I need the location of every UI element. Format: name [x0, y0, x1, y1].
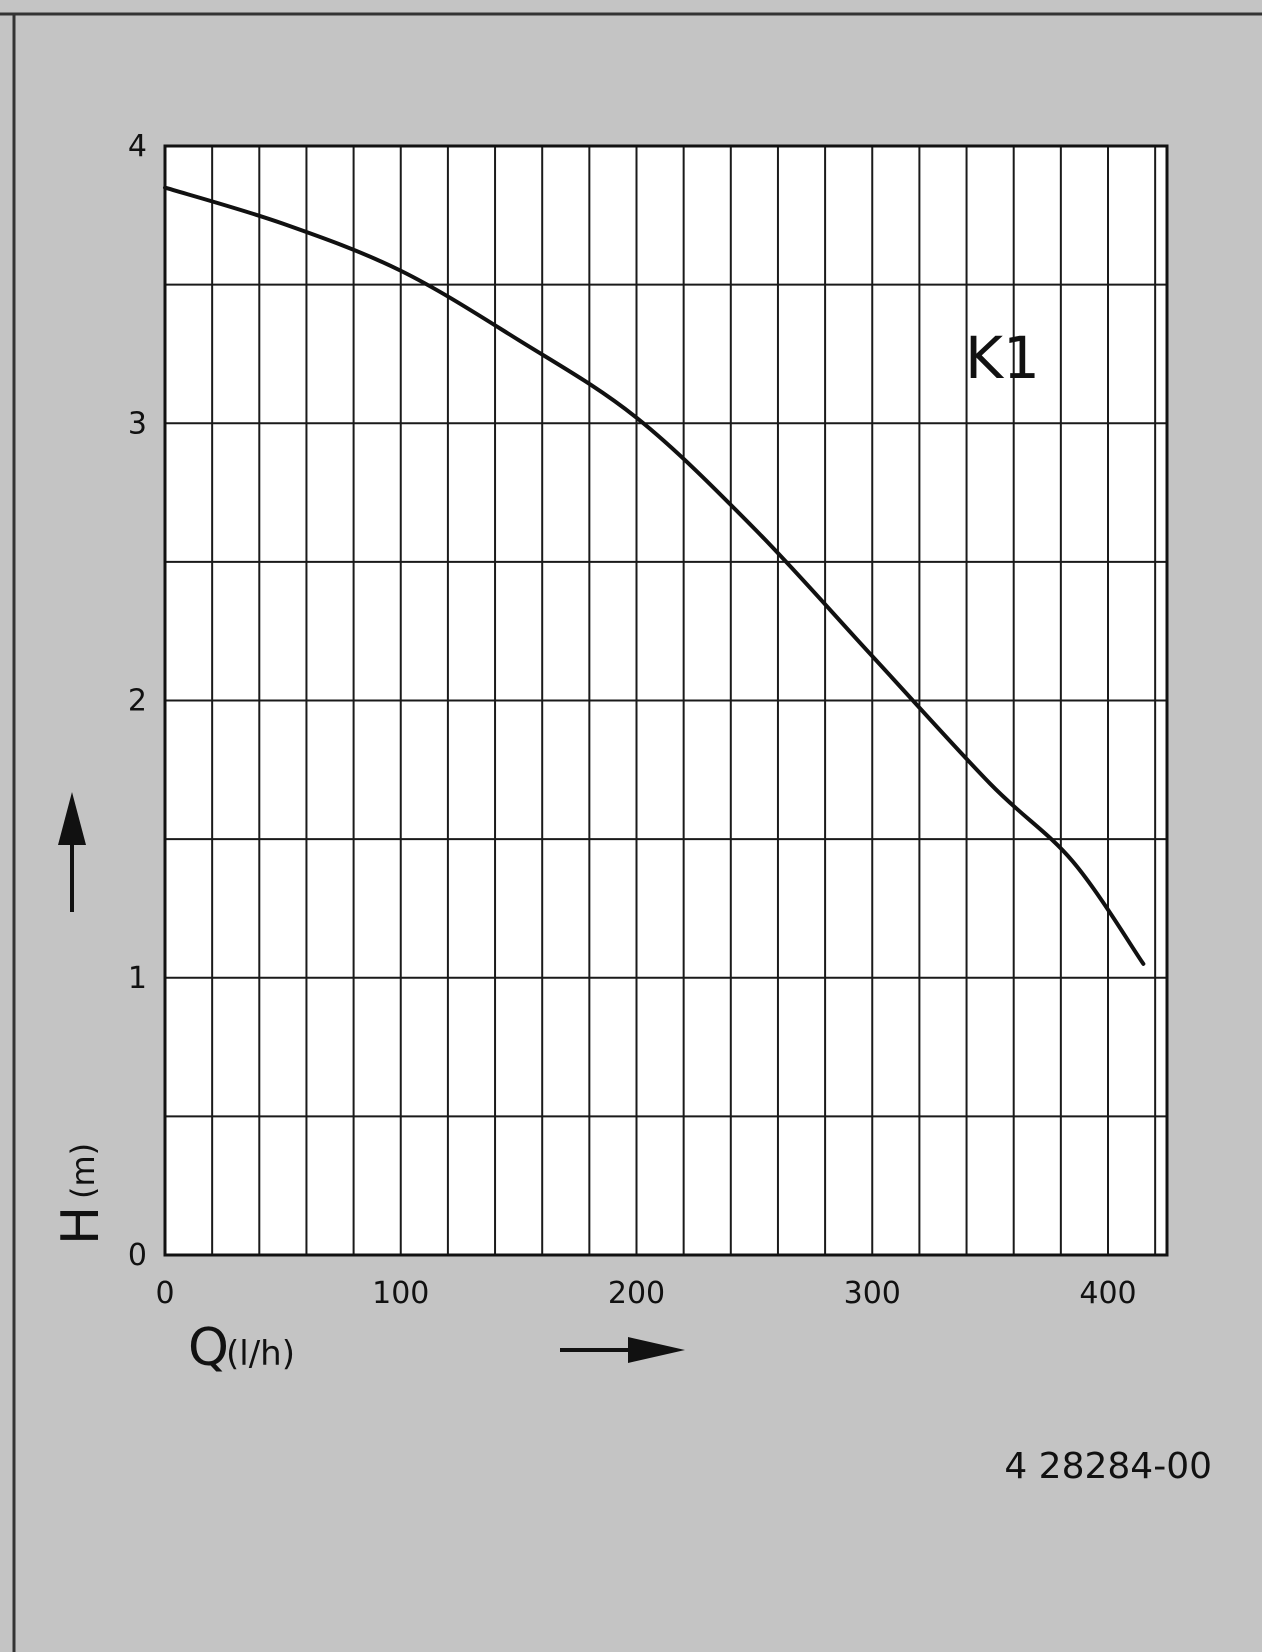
x-tick-labels: 0 100 200 300 400 [155, 1276, 1136, 1311]
y-tick-label: 3 [128, 406, 147, 441]
y-axis-label: H (m) [51, 1143, 111, 1245]
drawing-code: 4 28284-00 [1004, 1446, 1212, 1487]
x-axis-unit: (l/h) [226, 1334, 295, 1374]
x-tick-label: 400 [1079, 1276, 1136, 1311]
x-tick-label: 100 [372, 1276, 429, 1311]
plot-frame [163, 144, 1169, 1257]
y-tick-label: 1 [128, 961, 147, 996]
grid-lines [165, 146, 1167, 1255]
y-axis-symbol: H [51, 1206, 111, 1245]
series-line-k1 [163, 185, 1146, 966]
x-tick-label: 300 [844, 1276, 901, 1311]
y-tick-label: 0 [128, 1238, 147, 1273]
x-axis-arrow [560, 1337, 685, 1363]
y-tick-label: 4 [128, 129, 147, 164]
y-axis-unit: (m) [64, 1143, 102, 1199]
series-label-k1: K1 [965, 324, 1040, 392]
x-tick-label: 200 [608, 1276, 665, 1311]
x-axis-symbol: Q [188, 1318, 229, 1378]
y-tick-label: 2 [128, 684, 147, 719]
x-tick-label: 0 [155, 1276, 174, 1311]
y-axis-arrow [58, 792, 86, 912]
y-tick-labels: 0 1 2 3 4 [128, 129, 147, 1273]
